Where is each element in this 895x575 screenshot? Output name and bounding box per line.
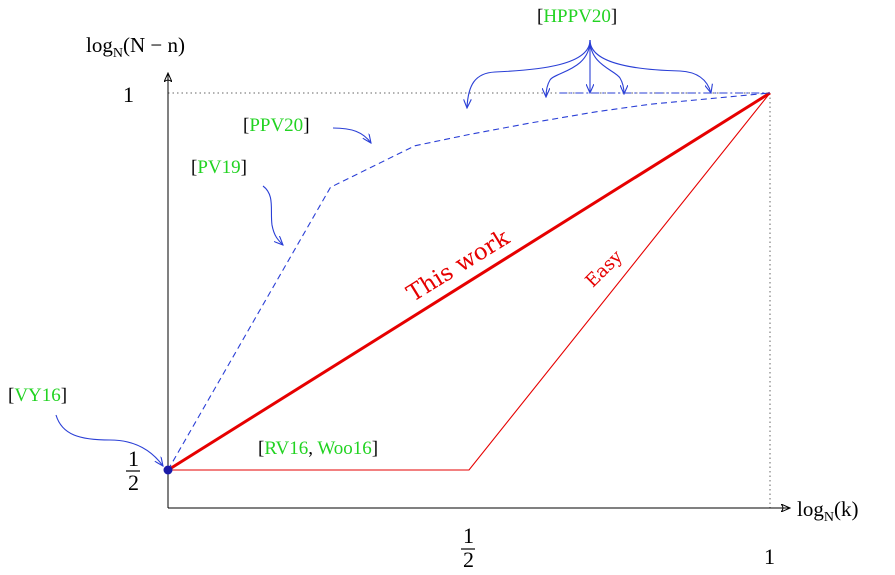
x-axis-label: logN(k) (797, 497, 858, 525)
cite-ppv20: [PPV20] (243, 115, 310, 136)
cite-ppv20-text: PPV20 (249, 115, 303, 136)
y-axis-label: logN(N − n) (86, 33, 185, 61)
cite-rv16-woo16: [RV16, Woo16] (258, 438, 378, 459)
hppv20-arrows (467, 39, 711, 108)
cite-hppv20-text: HPPV20 (543, 6, 611, 27)
cite-vy16-text: VY16 (14, 385, 60, 406)
series-line-prior-work-dashed (167, 92, 771, 471)
x-tick-1: 1 (764, 544, 775, 569)
svg-text:[VY16]: [VY16] (8, 385, 67, 406)
cite-pv19-text: PV19 (197, 157, 240, 178)
svg-text:[PV19]: [PV19] (191, 157, 247, 178)
svg-text:2: 2 (128, 470, 139, 495)
x-tick-half: 1 2 (461, 523, 475, 572)
start-point (163, 465, 173, 475)
cite-rv16-text: RV16 (264, 438, 308, 459)
svg-text:[HPPV20]: [HPPV20] (537, 6, 617, 27)
cite-woo16-text: Woo16 (317, 438, 371, 459)
cite-pv19: [PV19] (191, 157, 247, 178)
this-work-label: This work (403, 224, 515, 307)
series-line-this-work (167, 91, 771, 472)
vy16-arrow (55, 414, 163, 466)
svg-text:1: 1 (128, 446, 139, 471)
cite-hppv20: [HPPV20] (537, 6, 617, 27)
easy-label: Easy (581, 246, 627, 292)
ppv20-arrow (332, 127, 371, 143)
svg-text:[RV16, Woo16]: [RV16, Woo16] (258, 438, 378, 459)
y-tick-1: 1 (123, 82, 134, 107)
y-tick-half: 1 2 (126, 446, 140, 495)
svg-text:2: 2 (463, 547, 474, 572)
series-line-easy (168, 92, 771, 471)
svg-text:1: 1 (463, 523, 474, 548)
cite-vy16: [VY16] (8, 385, 67, 406)
pv19-arrow (262, 185, 283, 245)
svg-text:[PPV20]: [PPV20] (243, 115, 310, 136)
